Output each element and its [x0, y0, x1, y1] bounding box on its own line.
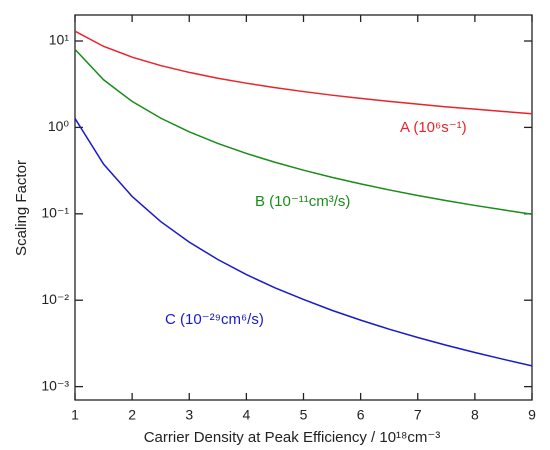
- y-tick-label: 10⁻³: [41, 377, 69, 393]
- x-tick-label: 1: [71, 407, 79, 423]
- y-tick-label: 10⁻²: [41, 291, 69, 307]
- series-label: B (10⁻¹¹cm³/s): [255, 193, 350, 210]
- x-tick-label: 7: [414, 407, 422, 423]
- series-line: [74, 30, 533, 115]
- x-axis-label: Carrier Density at Peak Efficiency / 10¹…: [144, 429, 441, 446]
- y-tick-label: 10⁰: [48, 118, 70, 134]
- series-line: [74, 118, 533, 367]
- x-tick-label: 6: [357, 407, 365, 423]
- x-tick-label: 5: [300, 407, 308, 423]
- series-label: C (10⁻²⁹cm⁶/s): [165, 311, 264, 328]
- series-line: [74, 48, 533, 216]
- x-tick-label: 2: [128, 407, 136, 423]
- y-axis-label: Scaling Factor: [13, 160, 30, 256]
- y-tick-label: 10⁻¹: [41, 205, 69, 221]
- x-tick-label: 3: [185, 407, 193, 423]
- x-tick-label: 9: [528, 407, 536, 423]
- x-tick-label: 4: [242, 407, 250, 423]
- series-label: A (10⁶s⁻¹): [400, 119, 467, 136]
- x-tick-label: 8: [471, 407, 479, 423]
- y-tick-label: 10¹: [49, 32, 70, 48]
